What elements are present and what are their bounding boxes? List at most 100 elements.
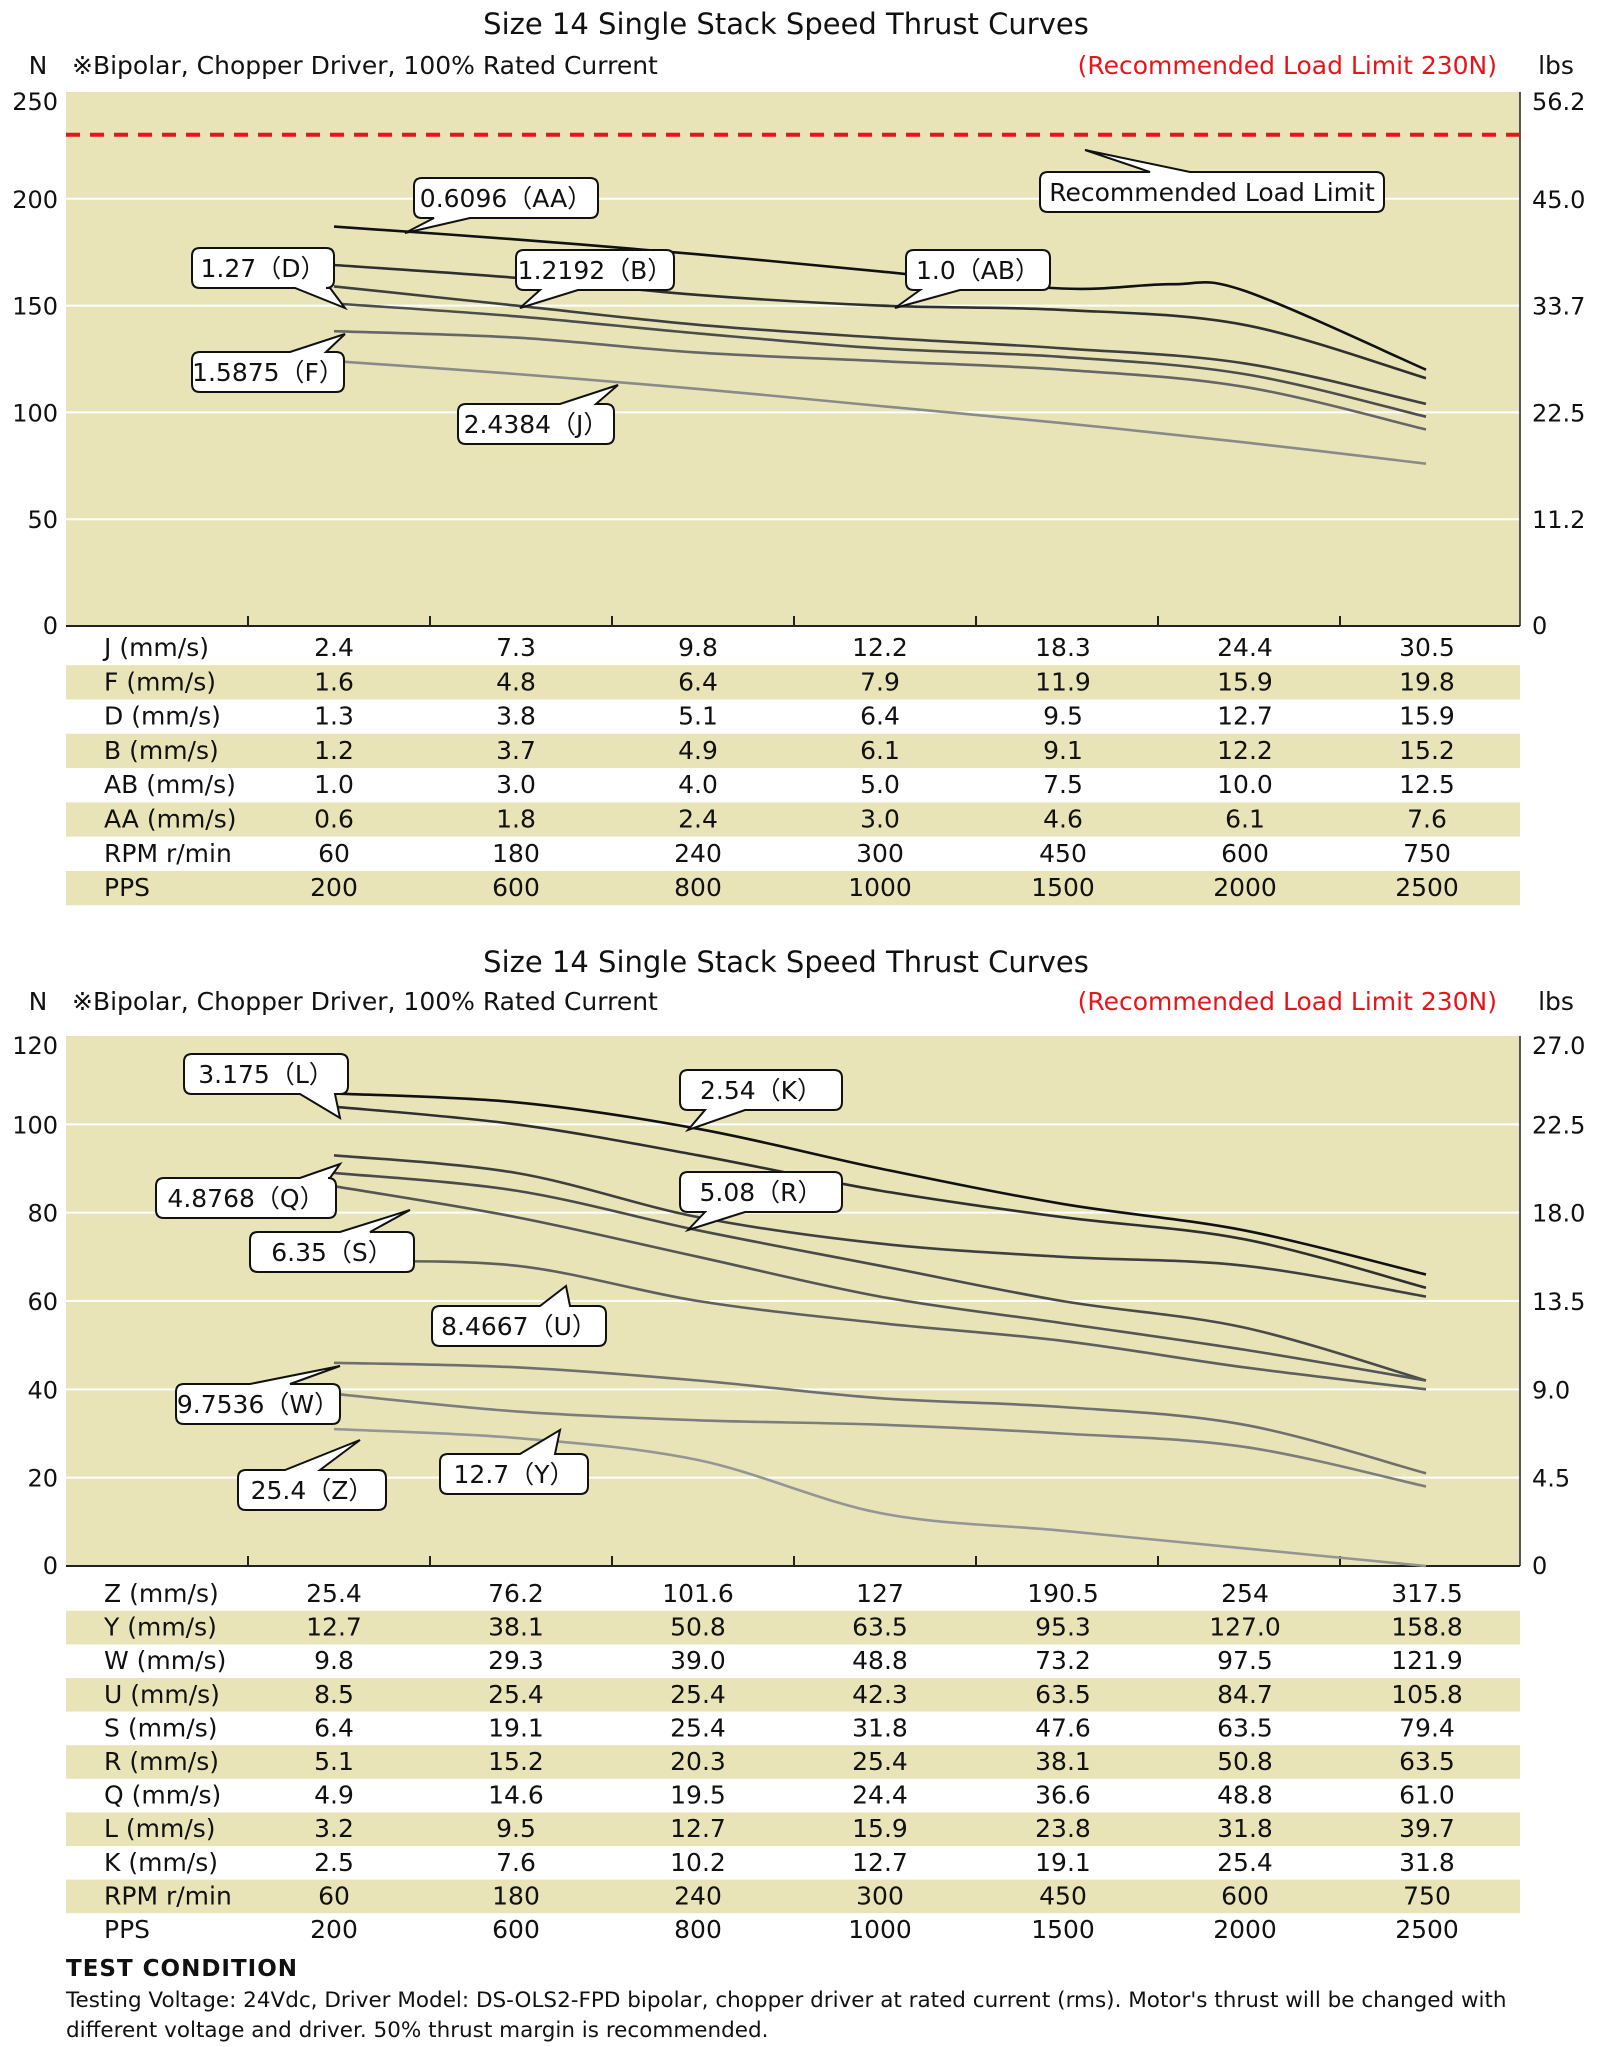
table-cell: 60 bbox=[318, 1881, 350, 1910]
table-row-label: Q (mm/s) bbox=[104, 1781, 221, 1810]
table-cell: 15.2 bbox=[488, 1747, 544, 1776]
recommended-load-note: (Recommended Load Limit 230N) bbox=[1078, 987, 1497, 1016]
table-cell: 1000 bbox=[848, 1915, 912, 1944]
table-cell: 12.5 bbox=[1399, 770, 1455, 799]
series-callout-label: 2.54（K） bbox=[700, 1076, 822, 1105]
y-tick-right: 11.2 bbox=[1532, 506, 1585, 534]
table-row-label: W (mm/s) bbox=[104, 1646, 226, 1675]
series-callout-box bbox=[183, 1053, 349, 1121]
table-cell: 9.5 bbox=[1043, 702, 1083, 731]
table-row-band bbox=[66, 665, 1520, 700]
series-callout-label: 1.2192（B） bbox=[518, 256, 673, 285]
series-callout-label: 1.5875（F） bbox=[192, 358, 344, 387]
table-cell: 7.6 bbox=[1407, 805, 1447, 834]
table-cell: 4.0 bbox=[678, 770, 718, 799]
y-tick-left: 100 bbox=[12, 1111, 58, 1139]
series-callout-box bbox=[191, 247, 348, 311]
series-callout-box bbox=[155, 1162, 343, 1219]
series-callout-box bbox=[679, 1069, 843, 1133]
table-cell: 31.8 bbox=[852, 1713, 908, 1742]
table-cell: 240 bbox=[674, 1881, 722, 1910]
table-cell: 190.5 bbox=[1027, 1579, 1099, 1608]
table-cell: 15.2 bbox=[1399, 736, 1455, 765]
table-cell: 200 bbox=[310, 873, 358, 902]
series-callout-label: 4.8768（Q） bbox=[167, 1184, 324, 1213]
table-cell: 15.9 bbox=[1399, 702, 1455, 731]
table-cell: 39.7 bbox=[1399, 1814, 1455, 1843]
chart-title: Size 14 Single Stack Speed Thrust Curves bbox=[483, 7, 1089, 41]
table-cell: 12.7 bbox=[852, 1848, 908, 1877]
series-line bbox=[333, 1361, 1427, 1475]
table-row-label: B (mm/s) bbox=[104, 736, 219, 765]
table-cell: 63.5 bbox=[1035, 1680, 1091, 1709]
table-cell: 31.8 bbox=[1217, 1814, 1273, 1843]
table-cell: 600 bbox=[1221, 839, 1269, 868]
series-callout-box bbox=[431, 1284, 607, 1347]
table-cell: 2000 bbox=[1213, 873, 1277, 902]
table-cell: 76.2 bbox=[488, 1579, 544, 1608]
table-row-label: K (mm/s) bbox=[104, 1848, 218, 1877]
y-tick-left: 20 bbox=[27, 1465, 58, 1493]
y-tick-left: 120 bbox=[12, 1032, 58, 1060]
table-cell: 42.3 bbox=[852, 1680, 908, 1709]
table-cell: 12.2 bbox=[852, 633, 908, 662]
y-tick-right: 0 bbox=[1532, 1552, 1547, 1580]
y-tick-left: 50 bbox=[27, 506, 58, 534]
table-cell: 1.2 bbox=[314, 736, 354, 765]
table-cell: 19.1 bbox=[488, 1713, 544, 1742]
table-row-label: L (mm/s) bbox=[104, 1814, 216, 1843]
table-cell: 5.0 bbox=[860, 770, 900, 799]
table-cell: 600 bbox=[492, 873, 540, 902]
table-cell: 15.9 bbox=[852, 1814, 908, 1843]
table-cell: 180 bbox=[492, 1881, 540, 1910]
y-tick-left: 0 bbox=[43, 1552, 58, 1580]
table-cell: 5.1 bbox=[678, 702, 718, 731]
table-cell: 750 bbox=[1403, 839, 1451, 868]
y-axis-label-right: lbs bbox=[1538, 987, 1574, 1016]
y-tick-right: 0 bbox=[1532, 612, 1547, 640]
test-condition: TEST CONDITION Testing Voltage: 24Vdc, D… bbox=[66, 1956, 1566, 2046]
table-cell: 12.7 bbox=[306, 1613, 362, 1642]
table-row-band bbox=[66, 1745, 1520, 1779]
y-tick-right: 18.0 bbox=[1532, 1200, 1585, 1228]
y-tick-right: 22.5 bbox=[1532, 399, 1585, 427]
table-cell: 4.8 bbox=[496, 667, 536, 696]
table-row-band bbox=[66, 1879, 1520, 1914]
series-callout-label: 1.27（D） bbox=[201, 254, 326, 283]
series-callout-box bbox=[515, 249, 675, 309]
table-cell: 450 bbox=[1039, 1881, 1087, 1910]
y-axis-label-right: lbs bbox=[1538, 51, 1574, 80]
table-cell: 60 bbox=[318, 839, 350, 868]
table-row-label: U (mm/s) bbox=[104, 1680, 220, 1709]
table-cell: 7.6 bbox=[496, 1848, 536, 1877]
table-cell: 300 bbox=[856, 1881, 904, 1910]
load-limit-label: Recommended Load Limit bbox=[1049, 178, 1375, 207]
table-cell: 25.4 bbox=[852, 1747, 908, 1776]
recommended-load-note: (Recommended Load Limit 230N) bbox=[1078, 51, 1497, 80]
table-cell: 97.5 bbox=[1217, 1646, 1273, 1675]
series-callout-label: 12.7（Y） bbox=[454, 1460, 575, 1489]
series-callout-box bbox=[457, 384, 619, 445]
table-cell: 7.3 bbox=[496, 633, 536, 662]
series-callout-label: 8.4667（U） bbox=[441, 1312, 597, 1341]
y-tick-left: 80 bbox=[27, 1200, 58, 1228]
table-cell: 9.8 bbox=[678, 633, 718, 662]
table-row-label: PPS bbox=[104, 873, 150, 902]
series-line bbox=[333, 1392, 1427, 1488]
series-line bbox=[333, 1427, 1427, 1568]
series-callout-label: 3.175（L） bbox=[198, 1060, 334, 1089]
table-cell: 600 bbox=[1221, 1881, 1269, 1910]
table-cell: 24.4 bbox=[852, 1781, 908, 1810]
table-cell: 450 bbox=[1039, 839, 1087, 868]
series-line bbox=[333, 1171, 1427, 1382]
table-cell: 1500 bbox=[1031, 873, 1095, 902]
series-callout-label: 1.0（AB） bbox=[916, 256, 1040, 285]
y-tick-right: 4.5 bbox=[1532, 1465, 1570, 1493]
table-cell: 31.8 bbox=[1399, 1848, 1455, 1877]
table-cell: 63.5 bbox=[1217, 1713, 1273, 1742]
table-cell: 73.2 bbox=[1035, 1646, 1091, 1675]
table-cell: 1.8 bbox=[496, 805, 536, 834]
table-cell: 254 bbox=[1221, 1579, 1269, 1608]
table-cell: 10.2 bbox=[670, 1848, 726, 1877]
